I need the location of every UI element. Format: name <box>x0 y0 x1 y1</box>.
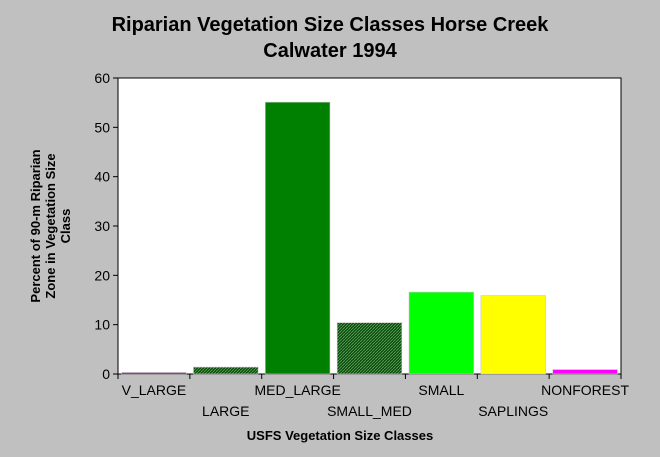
y-tick-label: 20 <box>94 267 110 283</box>
y-axis-label-line: Zone in Vegetation Size <box>43 153 58 298</box>
x-tick-label: SMALL_MED <box>327 403 412 419</box>
bar-nonforest <box>552 369 618 375</box>
y-tick-label: 10 <box>94 317 110 333</box>
bar-small-med <box>336 322 403 375</box>
y-axis-label: Percent of 90-m Riparian Zone in Vegetati… <box>28 149 73 302</box>
x-tick-label: NONFOREST <box>541 382 629 398</box>
chart-title-line-2: Calwater 1994 <box>263 40 397 62</box>
bar-med-large <box>265 101 331 375</box>
bars <box>121 101 618 375</box>
y-axis-label-line: Percent of 90-m Riparian <box>28 149 43 302</box>
x-tick-label: SAPLINGS <box>478 403 548 419</box>
bar-large <box>193 366 259 375</box>
x-tick-label: V_LARGE <box>122 382 187 398</box>
bar-small <box>408 291 474 375</box>
y-tick-label: 30 <box>94 218 110 234</box>
x-axis: V_LARGE LARGE MED_LARGE SMALL_MED SMALL SAPLI… <box>117 374 629 419</box>
x-tick-label: SMALL <box>418 382 464 398</box>
y-tick-label: 40 <box>94 169 110 185</box>
bar-v-large <box>121 372 187 375</box>
y-axis-label-line: Class <box>58 209 73 244</box>
x-tick-label: LARGE <box>202 403 249 419</box>
y-axis: 0 10 20 30 40 50 60 <box>94 70 118 382</box>
y-tick-label: 50 <box>94 119 110 135</box>
chart-title-line-1: Riparian Vegetation Size Classes Horse C… <box>111 14 549 36</box>
x-tick-label: MED_LARGE <box>254 382 340 398</box>
y-tick-label: 60 <box>94 70 110 86</box>
x-axis-label: USFS Vegetation Size Classes <box>247 428 433 443</box>
bar-saplings <box>480 295 546 375</box>
y-tick-label: 0 <box>102 366 110 382</box>
